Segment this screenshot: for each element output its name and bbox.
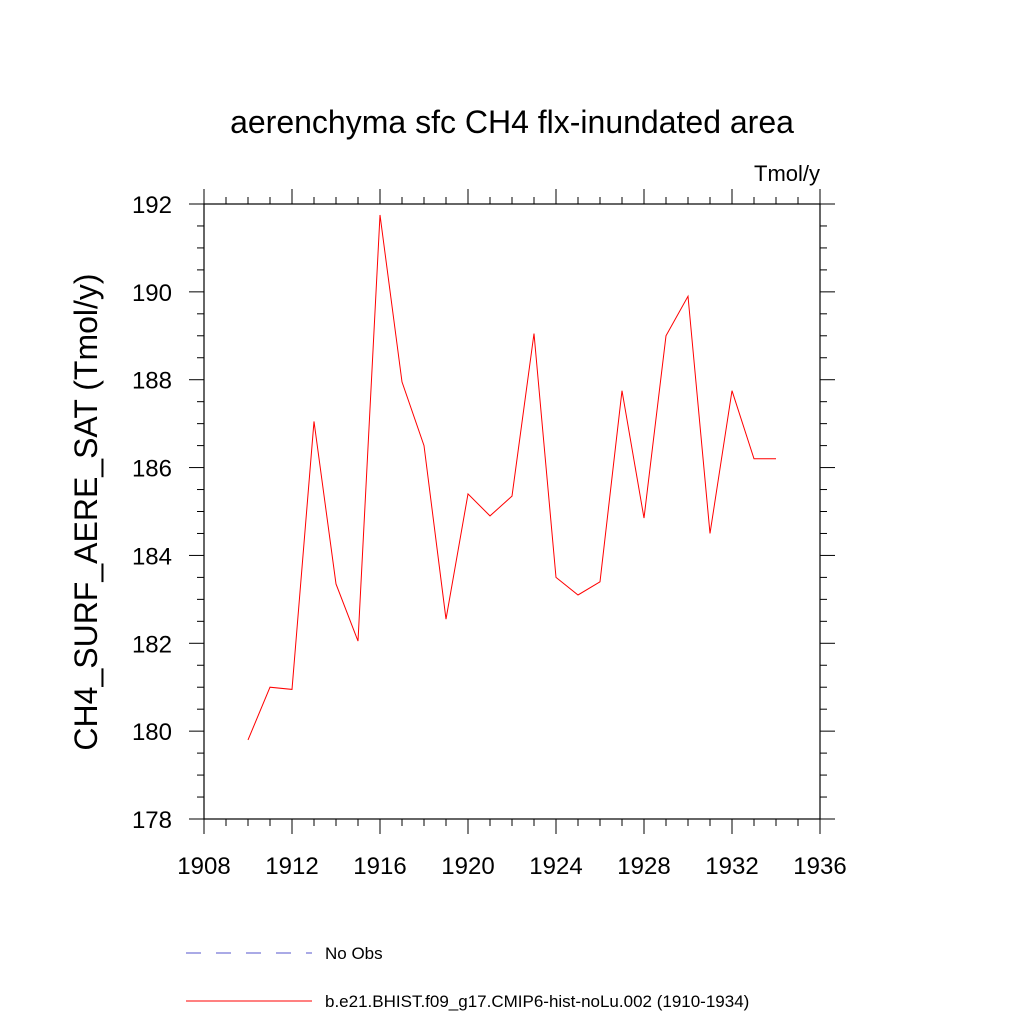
x-tick-label: 1912 <box>265 853 318 880</box>
legend-label-model: b.e21.BHIST.f09_g17.CMIP6-hist-noLu.002 … <box>325 992 749 1011</box>
y-tick-label: 178 <box>132 807 172 834</box>
chart-title: aerenchyma sfc CH4 flx-inundated area <box>230 104 794 140</box>
y-tick-label: 192 <box>132 192 172 219</box>
x-tick-label: 1936 <box>793 853 846 880</box>
legend-label-no-obs: No Obs <box>325 944 383 963</box>
x-tick-label: 1932 <box>705 853 758 880</box>
y-tick-label: 190 <box>132 280 172 307</box>
x-tick-label: 1928 <box>617 853 670 880</box>
y-tick-label: 188 <box>132 368 172 395</box>
y-tick-label: 186 <box>132 456 172 483</box>
x-tick-label: 1908 <box>177 853 230 880</box>
y-tick-label: 180 <box>132 719 172 746</box>
legend: No Obs b.e21.BHIST.f09_g17.CMIP6-hist-no… <box>186 944 749 1011</box>
y-tick-label: 182 <box>132 631 172 658</box>
axis-ticks <box>189 189 835 834</box>
tick-labels: 1908 1912 1916 1920 1924 1928 1932 1936 178 180 18… <box>132 192 847 880</box>
x-tick-label: 1924 <box>529 853 582 880</box>
x-tick-label: 1920 <box>441 853 494 880</box>
plot-frame <box>203 203 821 820</box>
units-label: Tmol/y <box>754 161 820 186</box>
y-tick-label: 184 <box>132 543 172 570</box>
series-group <box>247 214 776 741</box>
x-tick-label: 1916 <box>353 853 406 880</box>
y-axis-label: CH4_SURF_AERE_SAT (Tmol/y) <box>68 273 104 750</box>
series-line-model <box>247 214 776 741</box>
